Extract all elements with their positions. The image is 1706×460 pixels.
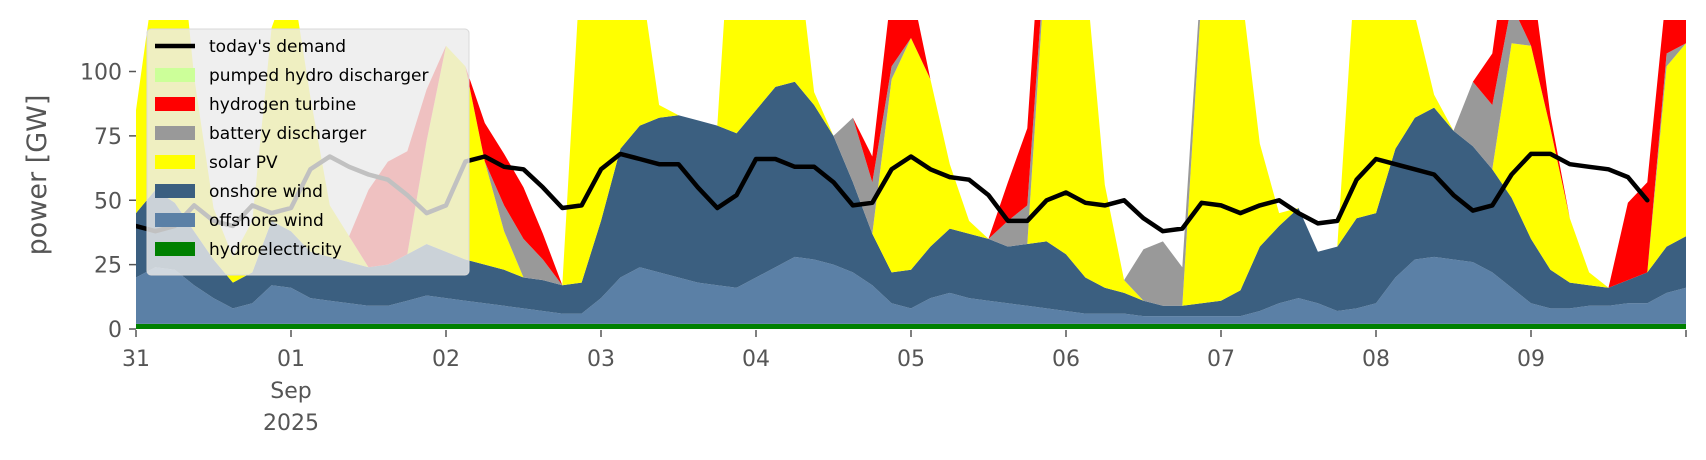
legend-label-hydroelectricity: hydroelectricity bbox=[209, 240, 342, 260]
y-tick-label: 50 bbox=[94, 189, 122, 214]
x-axis: 31 01 Sep 2025 02 03 04 05 06 07 08 09 bbox=[122, 330, 1687, 436]
x-tick-label: 31 bbox=[122, 347, 150, 372]
area-hydrogen-turbine bbox=[136, 20, 1686, 288]
legend: today's demand pumped hydro discharger hyd… bbox=[146, 28, 470, 276]
area-hydroelectricity bbox=[136, 323, 1686, 329]
legend-label-pumped-hydro-discharger: pumped hydro discharger bbox=[209, 66, 428, 86]
y-axis: 0 25 50 75 100 bbox=[80, 61, 136, 343]
legend-swatch-solar-pv bbox=[155, 155, 195, 169]
x-tick-label: 05 bbox=[897, 347, 925, 372]
legend-label-hydrogen-turbine: hydrogen turbine bbox=[209, 95, 356, 115]
legend-label-battery-discharger: battery discharger bbox=[209, 124, 366, 144]
x-tick-label: 2025 bbox=[263, 411, 319, 436]
legend-swatch-onshore-wind bbox=[155, 184, 195, 198]
x-tick-label: 09 bbox=[1517, 347, 1545, 372]
y-tick-label: 0 bbox=[108, 318, 122, 343]
area-offshore-wind bbox=[136, 256, 1686, 324]
x-tick-label: 08 bbox=[1362, 347, 1390, 372]
area-onshore-wind bbox=[136, 81, 1686, 317]
x-tick-label: 07 bbox=[1207, 347, 1235, 372]
x-tick-label: 03 bbox=[587, 347, 615, 372]
legend-swatch-hydrogen-turbine bbox=[155, 97, 195, 111]
legend-swatch-battery-discharger bbox=[155, 126, 195, 140]
legend-swatch-offshore-wind bbox=[155, 213, 195, 227]
y-tick-label: 25 bbox=[94, 254, 122, 279]
x-tick-label: 02 bbox=[432, 347, 460, 372]
legend-label-solar-pv: solar PV bbox=[209, 153, 278, 173]
legend-label-offshore-wind: offshore wind bbox=[209, 211, 324, 231]
x-tick-label: 06 bbox=[1052, 347, 1080, 372]
legend-box bbox=[146, 28, 470, 276]
legend-swatch-pumped-hydro-discharger bbox=[155, 68, 195, 82]
x-tick-label: Sep bbox=[270, 379, 311, 404]
legend-swatch-hydroelectricity bbox=[155, 242, 195, 256]
area-series-group bbox=[136, 20, 1686, 329]
x-tick-label: 04 bbox=[742, 347, 770, 372]
legend-label-today-s-demand: today's demand bbox=[209, 37, 346, 57]
x-tick-label: 01 bbox=[277, 347, 305, 372]
area-solar-pv bbox=[136, 20, 1686, 306]
legend-label-onshore-wind: onshore wind bbox=[209, 182, 323, 202]
y-axis-title: power [GW] bbox=[22, 95, 53, 256]
y-tick-label: 75 bbox=[94, 125, 122, 150]
y-tick-label: 100 bbox=[80, 61, 122, 86]
